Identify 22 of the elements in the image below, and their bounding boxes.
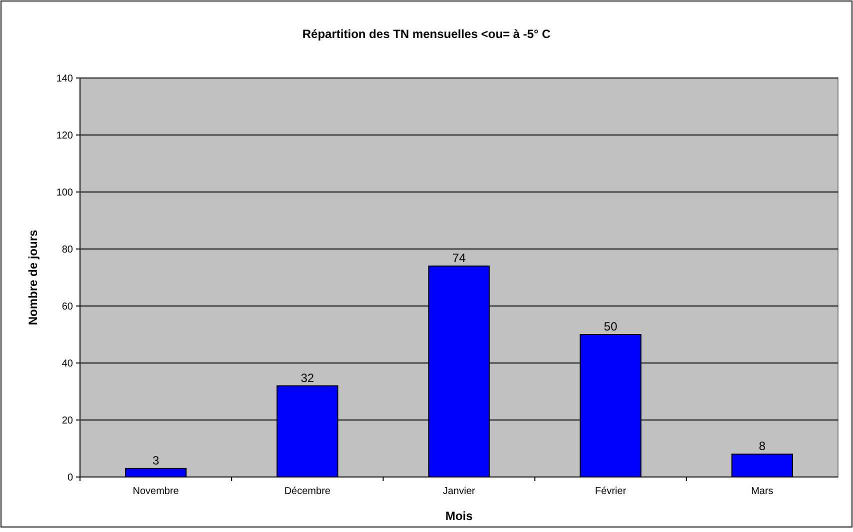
bar	[731, 454, 794, 478]
x-tick-label: Mars	[751, 486, 774, 497]
data-label: 8	[758, 439, 766, 454]
y-axis-title: Nombre de jours	[26, 230, 40, 326]
x-tick-label: Décembre	[284, 486, 331, 497]
x-tick-label: Février	[595, 486, 627, 497]
chart-title: Répartition des TN mensuelles <ou= à -5° C	[302, 27, 551, 41]
data-label: 3	[152, 453, 160, 468]
x-tick-label: Janvier	[442, 486, 476, 497]
data-label: 74	[452, 251, 466, 266]
y-tick-label: 0	[67, 472, 74, 484]
x-tick-label: Novembre	[132, 486, 180, 497]
x-axis-title: Mois	[445, 509, 473, 523]
y-tick-label: 20	[62, 416, 74, 426]
data-label: 50	[604, 320, 618, 334]
y-tick-label: 40	[62, 358, 74, 370]
y-tick-label: 120	[56, 130, 74, 142]
y-tick-label: 60	[62, 302, 74, 312]
y-tick-label: 100	[56, 188, 74, 198]
y-tick-label: 140	[56, 74, 74, 84]
data-label: 32	[300, 370, 314, 385]
y-tick-label: 80	[62, 244, 74, 256]
